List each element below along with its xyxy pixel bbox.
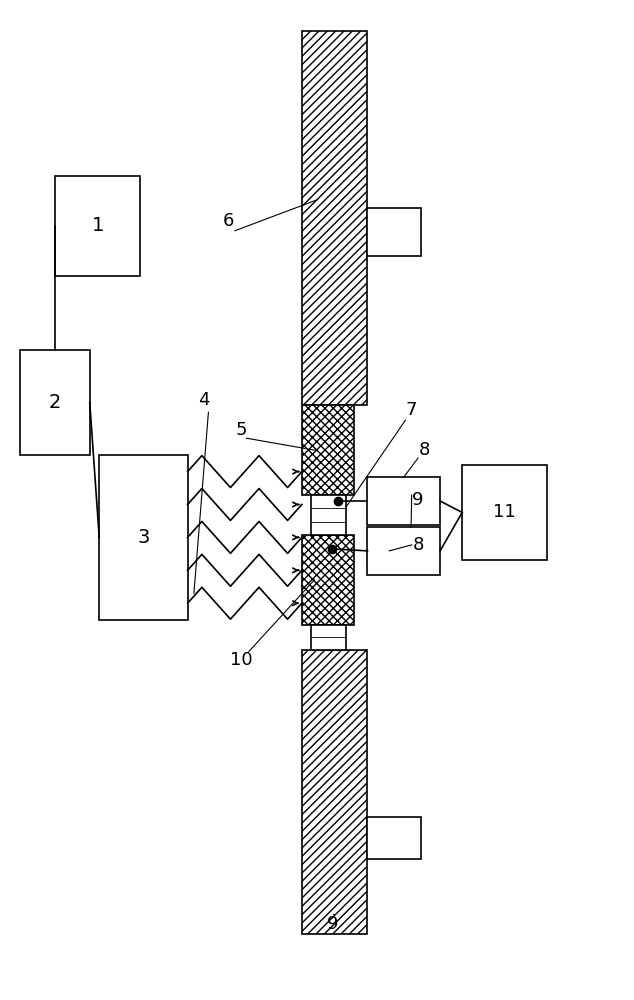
Bar — [311, 625, 346, 650]
Text: 8: 8 — [418, 441, 430, 459]
Text: 3: 3 — [137, 528, 150, 547]
Bar — [368, 477, 440, 525]
Bar — [55, 176, 140, 276]
Text: 1: 1 — [91, 216, 104, 235]
Bar — [302, 405, 354, 495]
Text: 4: 4 — [198, 391, 209, 409]
Bar — [368, 817, 421, 859]
Bar — [302, 31, 368, 405]
Text: 7: 7 — [406, 401, 417, 419]
Text: 11: 11 — [493, 503, 516, 521]
Bar — [302, 535, 354, 625]
Text: 9: 9 — [412, 491, 424, 509]
Text: 6: 6 — [223, 212, 235, 230]
Bar — [368, 208, 421, 256]
Text: 10: 10 — [230, 651, 252, 669]
Text: 9: 9 — [327, 915, 339, 933]
Bar — [20, 350, 90, 455]
Text: 8: 8 — [412, 536, 424, 554]
Bar — [311, 495, 346, 535]
Bar — [368, 527, 440, 575]
Text: 2: 2 — [49, 393, 61, 412]
Bar — [302, 650, 368, 934]
Bar — [100, 455, 188, 620]
Text: 5: 5 — [235, 421, 247, 439]
Bar — [462, 465, 547, 560]
